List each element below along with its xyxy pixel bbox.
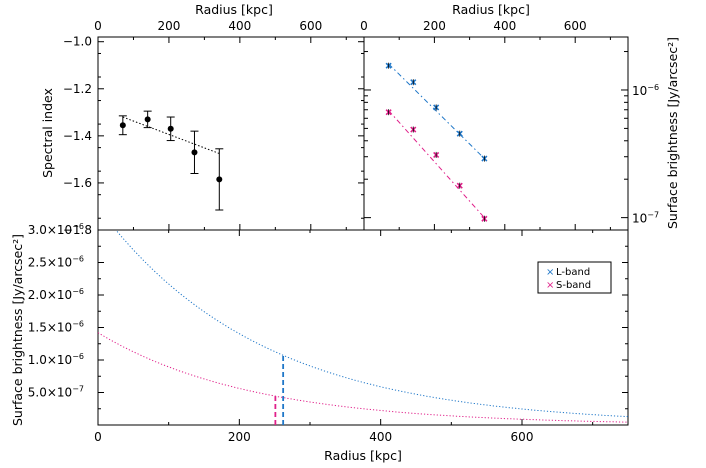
sb-fit-y-tick-label-mantissa: 10 (632, 212, 647, 226)
sb-profile-y-label: Surface brightness [Jy/arcsec²] (10, 234, 25, 426)
sb-profile-y-tick-label: 2.5×10−6 (28, 255, 84, 270)
sb-profile-x-label: Radius [kpc] (324, 448, 402, 463)
sb-profile-y-tick-label: 5.0×10−7 (28, 385, 84, 400)
sb-fit-x2-tick-label: 400 (493, 19, 516, 33)
spectral-index-x2-tick-label: 600 (299, 19, 322, 33)
tick-marks (97, 37, 628, 425)
panel-spectral-index-frame (97, 36, 365, 231)
sb-profile-y-tick-label-exponent: −6 (72, 352, 84, 361)
sb-profile-y-tick-label-exponent: −7 (72, 385, 84, 394)
panel-sb-profile-frame (97, 229, 629, 426)
sb-fit-y-tick-label-exponent: −6 (647, 83, 659, 92)
sb-profile-y-tick-label-mantissa: 2.0×10 (28, 288, 72, 302)
sb-fit-y-tick-label: 10−7 (632, 211, 659, 226)
sb-profile-y-tick-label-mantissa: 1.0×10 (28, 353, 72, 367)
sb-profile-y-tick-label-mantissa: 5.0×10 (28, 386, 72, 400)
sb-fit-line-l-band (388, 63, 485, 159)
sb-profile-y-tick-label: 1.5×10−6 (28, 320, 84, 335)
sb-profile-curve-l-band (116, 231, 629, 418)
sb-profile-x-tick-label: 0 (94, 430, 102, 444)
spectral-index-point (167, 125, 174, 132)
panel-sb-fit-frame (363, 36, 629, 231)
tick-labels: 0 200 400 600 −1.0 −1.2 −1.4 −1.6 −1.8 0 200 400 600… (28, 19, 659, 444)
sb-profile-x-tick-label: 600 (511, 430, 534, 444)
spectral-index-x2-tick-label: 400 (228, 19, 251, 33)
sb-fit-y-tick-label-exponent: −7 (647, 211, 659, 220)
legend-marker-l-band: × (546, 267, 554, 278)
sb-fit-x2-tick-label: 600 (564, 19, 587, 33)
top-right-x2-label: Radius [kpc] (452, 2, 530, 17)
legend-label-l-band: L-band (556, 267, 590, 278)
spectral-index-y-label: Spectral index (40, 88, 55, 178)
legend-marker-s-band: × (546, 280, 554, 291)
sb-profile-y-tick-label: 1.0×10−6 (28, 352, 84, 367)
spectral-index-point (119, 122, 126, 129)
sb-fit-y-tick-label: 10−6 (632, 83, 659, 98)
sb-profile-y-tick-label-mantissa: 2.5×10 (28, 256, 72, 270)
spectral-index-y-tick-label: −1.6 (63, 176, 92, 190)
spectral-index-x2-tick-label: 200 (157, 19, 180, 33)
data-marks (97, 62, 629, 425)
spectral-index-y-tick-label: −1.2 (63, 82, 92, 96)
spectral-index-point (191, 149, 198, 156)
sb-profile-curve-s-band (97, 332, 628, 423)
sb-fit-line-s-band (388, 110, 485, 218)
top-left-x2-label: Radius [kpc] (195, 2, 273, 17)
sb-profile-y-tick-label: 3.0×10−6 (28, 222, 84, 237)
spectral-index-y-tick-label: −1.4 (63, 129, 92, 143)
sb-profile-y-tick-label-exponent: −6 (72, 320, 84, 329)
sb-profile-x-tick-label: 400 (369, 430, 392, 444)
sb-profile-y-tick-label: 2.0×10−6 (28, 287, 84, 302)
sb-fit-x2-tick-label: 200 (423, 19, 446, 33)
sb-fit-x2-tick-label: 0 (360, 19, 368, 33)
spectral-index-point (216, 176, 223, 183)
sb-fit-y-tick-label-mantissa: 10 (632, 84, 647, 98)
sb-profile-x-tick-label: 200 (228, 430, 251, 444)
sb-profile-y-tick-label-exponent: −6 (72, 222, 84, 231)
legend-label-s-band: S-band (556, 280, 591, 291)
spectral-index-y-tick-label: −1.0 (63, 35, 92, 49)
legend: × L-band × S-band (537, 261, 612, 294)
sb-profile-y-tick-label-exponent: −6 (72, 287, 84, 296)
spectral-index-x2-tick-label: 0 (94, 19, 102, 33)
sb-profile-y-tick-label-exponent: −6 (72, 255, 84, 264)
sb-fit-y-label: Surface brightness [Jy/arcsec²] (665, 37, 680, 229)
legend-box (537, 261, 612, 294)
sb-profile-y-tick-label-mantissa: 3.0×10 (28, 223, 72, 237)
sb-profile-y-tick-label-mantissa: 1.5×10 (28, 321, 72, 335)
spectral-index-y-tick-label: −1.8 (63, 223, 92, 237)
spectral-index-point (144, 116, 151, 123)
